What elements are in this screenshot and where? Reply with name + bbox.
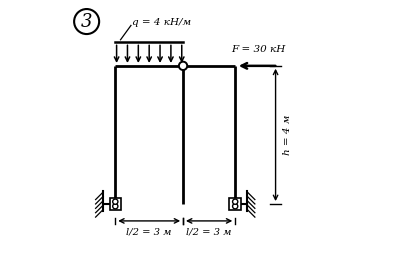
Text: l/2 = 3 м: l/2 = 3 м bbox=[186, 227, 232, 236]
Circle shape bbox=[232, 204, 238, 209]
Text: q = 4 кН/м: q = 4 кН/м bbox=[132, 18, 191, 27]
Text: 3: 3 bbox=[81, 13, 92, 31]
Polygon shape bbox=[110, 198, 121, 210]
Circle shape bbox=[113, 199, 118, 204]
Text: h = 4 м: h = 4 м bbox=[283, 115, 292, 155]
Text: l/2 = 3 м: l/2 = 3 м bbox=[126, 227, 172, 236]
Circle shape bbox=[179, 62, 187, 70]
Circle shape bbox=[232, 199, 238, 204]
Text: F = 30 кН: F = 30 кН bbox=[232, 45, 286, 54]
Circle shape bbox=[113, 204, 118, 209]
Polygon shape bbox=[230, 198, 241, 210]
